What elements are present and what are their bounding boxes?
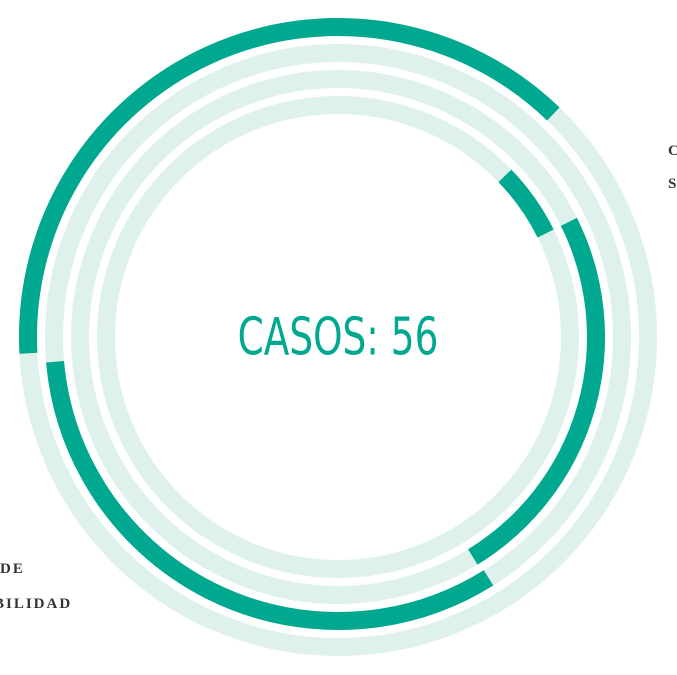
rings <box>19 18 657 656</box>
label: DE <box>0 561 25 577</box>
chart-title: CASOS: 56 <box>238 306 439 367</box>
track <box>97 96 579 578</box>
arc <box>468 217 605 565</box>
arc <box>46 360 494 630</box>
label: S <box>668 176 677 192</box>
label: BILIDAD <box>0 596 72 612</box>
arc <box>19 18 560 354</box>
label: C <box>668 143 677 159</box>
arc <box>498 169 554 238</box>
